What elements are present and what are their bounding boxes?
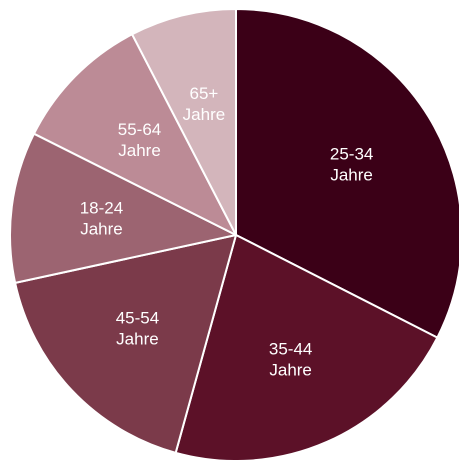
pie-label-65-plus: 65+ Jahre [183, 84, 226, 124]
pie-label-35-44: 35-44 Jahre [269, 340, 312, 380]
pie-label-line: 35-44 [269, 340, 312, 359]
pie-label-45-54: 45-54 Jahre [116, 309, 159, 349]
pie-label-line: 55-64 [118, 120, 161, 139]
pie-label-55-64: 55-64 Jahre [118, 120, 161, 160]
pie-label-line: 65+ [190, 84, 219, 103]
pie-label-25-34: 25-34 Jahre [330, 145, 373, 185]
pie-slice-55-64 [32, 33, 237, 236]
pie-slice-35-44 [174, 234, 439, 460]
pie-label-line: Jahre [80, 220, 123, 239]
pie-label-line: Jahre [118, 141, 161, 160]
pie-label-line: Jahre [183, 105, 226, 124]
pie-slice-45-54 [14, 234, 237, 454]
pie-label-line: 45-54 [116, 309, 159, 328]
pie-label-18-24: 18-24 Jahre [80, 199, 123, 239]
pie-label-line: 25-34 [330, 145, 373, 164]
pie-label-line: Jahre [269, 361, 312, 380]
pie-slice-25-34 [235, 8, 459, 339]
pie-label-line: Jahre [330, 166, 373, 185]
pie-slices [9, 8, 459, 460]
pie-slice-18-24 [9, 132, 237, 284]
pie-labels: 25-34 Jahre 35-44 Jahre 45-54 Jahre 18-24 Jahre… [80, 84, 374, 380]
pie-slice-65-plus [131, 8, 237, 236]
pie-label-line: 18-24 [80, 199, 123, 218]
pie-label-line: Jahre [116, 330, 159, 349]
